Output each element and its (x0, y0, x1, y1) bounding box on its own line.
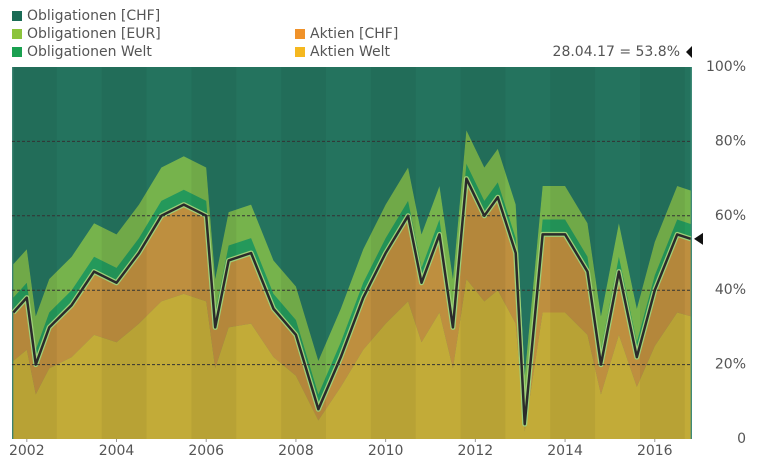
y-tick-label: 40% (715, 282, 746, 298)
legend-label: Obligationen [CHF] (27, 8, 160, 24)
legend-label: Aktien Welt (310, 44, 391, 60)
year-band (370, 67, 416, 439)
x-tick-label: 2004 (99, 443, 135, 459)
annotation-marker (686, 46, 692, 58)
year-band (191, 67, 237, 439)
legend-swatch (12, 29, 22, 39)
legend-label: Obligationen [EUR] (27, 26, 161, 42)
year-band (550, 67, 596, 439)
legend-swatch (295, 29, 305, 39)
y-tick-label: 100% (706, 59, 746, 75)
legend-label: Obligationen Welt (27, 44, 152, 60)
x-tick-label: 2016 (637, 443, 673, 459)
year-band (281, 67, 326, 439)
x-tick-label: 2012 (458, 443, 494, 459)
area (13, 67, 691, 376)
y-tick-label: 60% (715, 208, 746, 224)
x-tick-label: 2010 (368, 443, 404, 459)
x-tick-label: 2002 (9, 443, 45, 459)
year-band (460, 67, 506, 439)
equity-line (12, 177, 692, 426)
legend-swatch (295, 47, 305, 57)
legend-label: Aktien [CHF] (310, 26, 398, 42)
x-tick-label: 2006 (188, 443, 224, 459)
legend-swatch (12, 47, 22, 57)
x-tick-label: 2014 (547, 443, 583, 459)
legend-swatch (12, 11, 22, 21)
annotation: 28.04.17 = 53.8% (553, 44, 680, 60)
x-tick-label: 2008 (278, 443, 314, 459)
y-tick-label: 0 (737, 431, 746, 447)
year-band (12, 67, 57, 439)
y-tick-label: 80% (715, 133, 746, 149)
current-marker (694, 232, 703, 245)
year-band (639, 67, 685, 439)
y-tick-label: 20% (715, 357, 746, 373)
